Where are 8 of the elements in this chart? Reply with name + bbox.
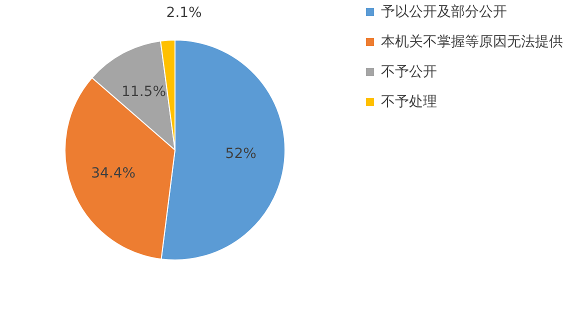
legend-label: 不予公开 [381,64,437,80]
legend-label: 本机关不掌握等原因无法提供 [381,34,563,50]
legend-label: 予以公开及部分公开 [381,4,507,20]
data-label: 2.1% [166,4,202,21]
legend-label: 不予处理 [381,94,437,110]
data-label: 52% [225,146,256,162]
data-label: 11.5% [122,84,166,100]
data-label: 34.4% [91,166,136,182]
